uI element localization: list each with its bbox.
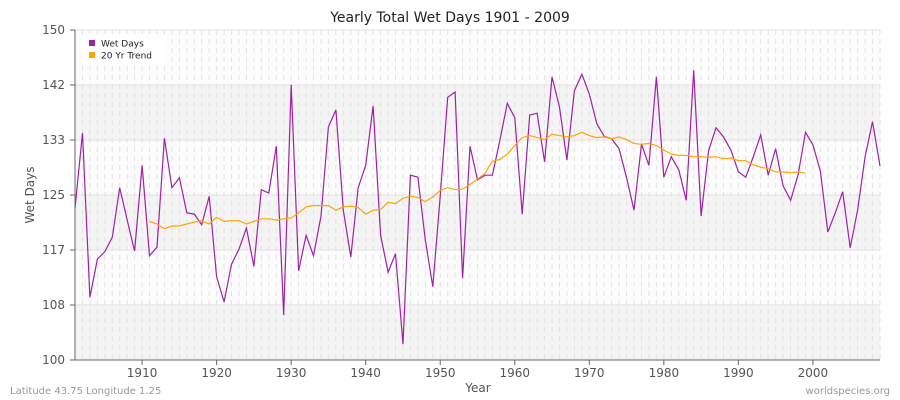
y-tick-label: 108 [42,298,65,312]
x-axis-label: Year [464,381,490,395]
legend: Wet Days 20 Yr Trend [82,34,166,64]
trend-line [149,131,806,230]
x-tick-label: 2000 [798,366,829,380]
footer-location: Latitude 43.75 Longitude 1.25 [10,386,161,397]
legend-label-trend: 20 Yr Trend [101,52,152,62]
x-tick-label: 1940 [350,366,381,380]
x-tick-label: 1970 [574,366,605,380]
x-tick-label: 1910 [127,366,158,380]
x-tick-label: 1960 [499,366,530,380]
x-tick-label: 1980 [649,366,680,380]
chart-title: Yearly Total Wet Days 1901 - 2009 [329,10,570,26]
y-tick-label: 133 [42,133,65,147]
y-tick-label: 117 [42,243,65,257]
legend-swatch-trend [89,52,95,58]
legend-swatch-wet-days [89,40,95,46]
footer-source: worldspecies.org [806,386,890,397]
y-tick-label: 142 [42,78,65,92]
x-tick-label: 1950 [425,366,456,380]
x-tick-label: 1990 [723,366,754,380]
y-tick-label: 150 [42,23,65,37]
y-axis-label: Wet Days [23,166,37,223]
y-tick-label: 125 [42,188,65,202]
grid-band [75,305,880,360]
x-tick-label: 1930 [276,366,307,380]
y-tick-label: 100 [42,353,65,367]
x-tick-label: 1920 [201,366,232,380]
legend-label-wet-days: Wet Days [101,40,144,50]
